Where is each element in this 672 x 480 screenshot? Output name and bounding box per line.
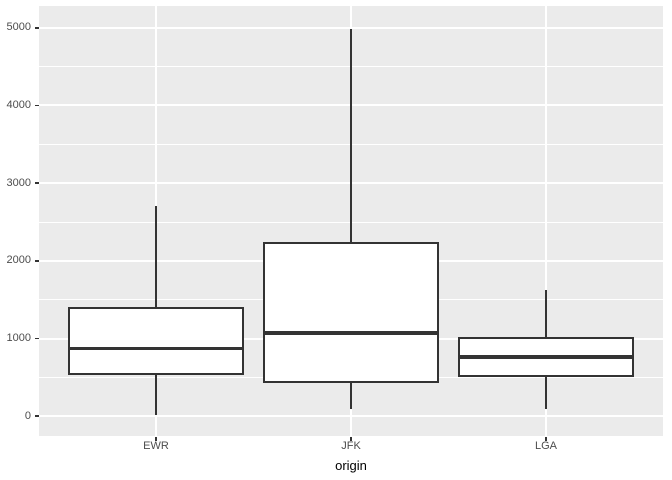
y-tick-mark [34, 415, 39, 417]
y-tick-mark [34, 337, 39, 340]
y-tick-label: 4000 [6, 98, 31, 111]
y-tick-label: 1000 [6, 332, 31, 344]
x-tick-label: JFK [341, 440, 361, 452]
boxplot-whisker [350, 29, 352, 409]
boxplot-median [458, 355, 634, 359]
y-tick-label: 2000 [6, 254, 31, 267]
y-tick-label: 0 [24, 409, 31, 422]
y-tick-mark [34, 27, 39, 29]
boxplot-median [68, 346, 244, 351]
y-tick-mark [34, 104, 39, 107]
x-tick-label: LGA [534, 440, 557, 452]
boxplot-box [263, 241, 439, 383]
x-tick-mark [545, 437, 547, 441]
y-tick-label: 5000 [6, 21, 31, 34]
x-axis-title: origin [335, 458, 367, 473]
y-tick-mark [34, 260, 39, 262]
gridline-major-x [545, 6, 547, 436]
y-tick-label: 3000 [6, 176, 31, 189]
x-tick-label: EWR [143, 440, 169, 452]
x-tick-mark [350, 437, 352, 441]
x-tick-mark [155, 437, 157, 441]
boxplot-box [68, 307, 244, 376]
y-tick-mark [34, 182, 39, 184]
boxplot-median [263, 331, 439, 335]
